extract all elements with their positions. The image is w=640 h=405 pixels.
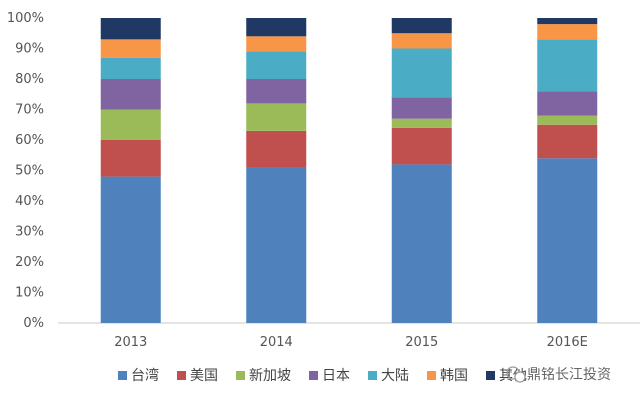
bar-segment	[100, 39, 161, 58]
legend-swatch	[118, 371, 127, 380]
bar-segment	[391, 97, 452, 119]
legend-swatch	[177, 371, 186, 380]
legend-swatch	[368, 371, 377, 380]
legend-label: 日本	[322, 368, 350, 384]
bar-segment	[246, 130, 307, 168]
watermark-text: 鼎铭长江投资	[527, 367, 611, 383]
x-tick-label: 2014	[260, 335, 293, 350]
legend-item: 台湾	[118, 367, 159, 384]
y-tick-label: 70%	[15, 103, 44, 118]
x-tick-label: 2016E	[547, 335, 588, 350]
bar-segment	[100, 140, 161, 177]
legend-swatch	[427, 371, 436, 380]
bar-segment	[537, 158, 598, 323]
y-tick-label: 0%	[23, 316, 44, 331]
bar-segment	[100, 18, 161, 40]
bar-segment	[100, 109, 161, 140]
bar-segment	[246, 18, 307, 37]
bar-segment	[391, 127, 452, 165]
bar-segment	[246, 51, 307, 79]
bar-segment	[537, 18, 598, 25]
bar-segment	[100, 57, 161, 79]
y-tick-label: 50%	[15, 164, 44, 179]
x-tick-labels: 2013 2014 2015 2016E	[114, 335, 588, 350]
bar-segment	[100, 79, 161, 110]
y-tick-label: 100%	[7, 11, 44, 26]
bar-segment	[246, 103, 307, 131]
legend-item: 韩国	[427, 368, 468, 384]
legend-label: 大陆	[381, 368, 409, 384]
legend-swatch	[486, 371, 495, 380]
bars	[100, 18, 598, 323]
bar-segment	[537, 91, 598, 116]
bar-segment	[100, 176, 161, 323]
legend-item: 美国	[177, 368, 218, 384]
legend-label: 台湾	[131, 367, 159, 384]
legend-label: 美国	[190, 368, 218, 384]
bar-segment	[391, 164, 452, 323]
x-tick-label: 2015	[405, 335, 438, 350]
legend-item: 大陆	[368, 368, 409, 384]
bar-segment	[246, 36, 307, 52]
legend-swatch	[309, 371, 318, 380]
x-tick-label: 2013	[114, 335, 147, 350]
watermark: 鼎铭长江投资	[506, 366, 611, 383]
bar-segment	[246, 167, 307, 323]
y-tick-label: 80%	[15, 72, 44, 87]
axes: 0% 10% 20% 30% 40% 50% 60% 70% 80% 90% 100%	[7, 11, 640, 331]
y-tick-label: 60%	[15, 133, 44, 148]
legend-swatch	[236, 371, 245, 380]
bar-segment	[246, 79, 307, 104]
y-tick-label: 10%	[15, 286, 44, 301]
wechat-icon	[506, 366, 526, 383]
legend-item: 日本	[309, 368, 350, 384]
bar-segment	[537, 124, 598, 159]
y-tick-label: 30%	[15, 225, 44, 240]
bar-segment	[391, 33, 452, 49]
bar-segment	[537, 24, 598, 40]
legend-item: 新加坡	[236, 368, 291, 384]
bar-segment	[391, 18, 452, 34]
legend-label: 新加坡	[249, 368, 291, 384]
y-tick-label: 90%	[15, 42, 44, 57]
legend-label: 韩国	[440, 368, 468, 384]
bar-segment	[537, 115, 598, 125]
y-tick-label: 20%	[15, 255, 44, 270]
bar-segment	[391, 118, 452, 128]
bar-segment	[391, 48, 452, 98]
legend: 台湾 美国 新加坡 日本 大陆 韩国 其他	[118, 367, 527, 384]
y-tick-label: 40%	[15, 194, 44, 209]
bar-segment	[537, 39, 598, 92]
